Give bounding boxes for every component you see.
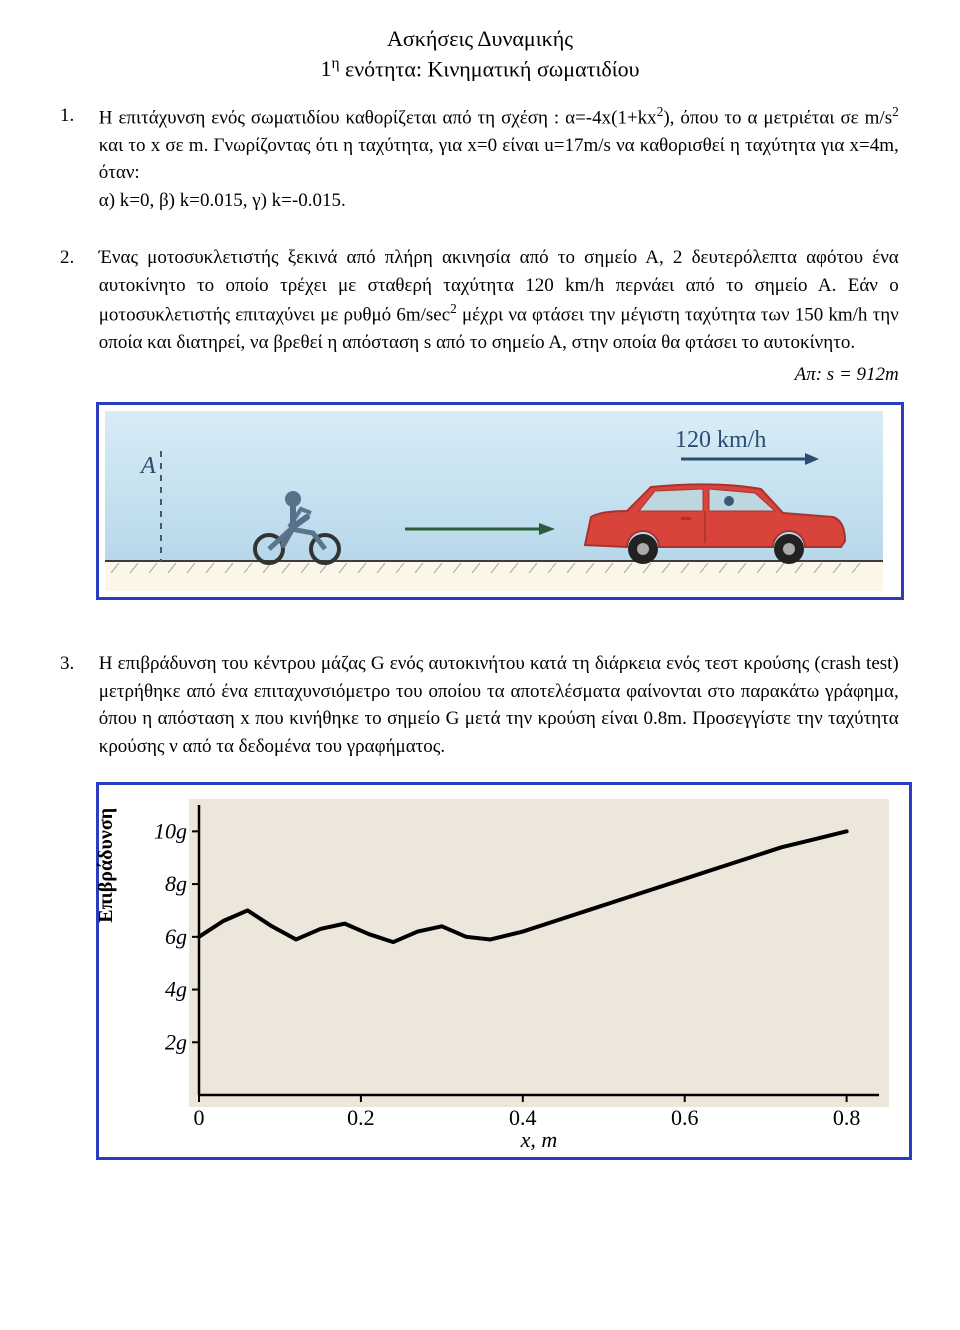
p2-sup1: 2: [450, 301, 457, 316]
svg-text:0: 0: [194, 1105, 205, 1130]
figure-1-svg: A 120 km/h: [105, 411, 883, 591]
problem-3-body: Η επιβράδυνση του κέντρου μάζας G ενός α…: [99, 650, 899, 760]
svg-text:x, m: x, m: [520, 1127, 558, 1151]
problem-1-number: 1.: [60, 102, 94, 130]
p1-text-d: α) k=0, β) k=0.015, γ) k=-0.015.: [99, 190, 346, 211]
title-line-2: 1η ενότητα: Κινηματική σωματιδίου: [60, 54, 900, 84]
p3-text-a: Η επιβράδυνση του κέντρου μάζας G ενός α…: [99, 653, 899, 757]
problem-2-body: Ένας μοτοσυκλετιστής ξεκινά από πλήρη ακ…: [99, 244, 899, 388]
svg-text:0.6: 0.6: [671, 1105, 699, 1130]
svg-text:2g: 2g: [165, 1030, 187, 1055]
figure-1-frame: A 120 km/h: [96, 402, 904, 600]
problem-1-body: Η επιτάχυνση ενός σωματιδίου καθορίζεται…: [99, 102, 899, 215]
svg-text:8g: 8g: [165, 872, 187, 897]
svg-text:4g: 4g: [165, 977, 187, 1002]
svg-text:120 km/h: 120 km/h: [675, 427, 766, 453]
svg-text:6g: 6g: [165, 924, 187, 949]
p1-text-b: ), όπου το α μετριέται σε m/s: [663, 107, 892, 128]
title-line-1: Ασκήσεις Δυναμικής: [60, 24, 900, 54]
p1-text-c: και το x σε m. Γνωρίζοντας ότι η ταχύτητ…: [99, 135, 899, 184]
title-prefix: 1: [320, 54, 331, 84]
title-block: Ασκήσεις Δυναμικής 1η ενότητα: Κινηματικ…: [60, 24, 900, 84]
svg-text:A: A: [139, 453, 156, 479]
problem-1: 1. Η επιτάχυνση ενός σωματιδίου καθορίζε…: [60, 102, 900, 215]
problem-2-number: 2.: [60, 244, 94, 272]
figure-2-ylabel: Επιβράδυνση: [95, 808, 118, 923]
p2-answer: Απ: s = 912m: [99, 361, 899, 389]
figure-2-svg: 00.20.40.60.8x, m2g4g6g8g10g: [133, 791, 893, 1151]
problem-2: 2. Ένας μοτοσυκλετιστής ξεκινά από πλήρη…: [60, 244, 900, 388]
title-rest: ενότητα: Κινηματική σωματιδίου: [340, 56, 640, 81]
p1-text-a: Η επιτάχυνση ενός σωματιδίου καθορίζεται…: [99, 107, 657, 128]
title-sup: η: [331, 55, 339, 72]
problem-3-number: 3.: [60, 650, 94, 678]
svg-text:0.8: 0.8: [833, 1105, 861, 1130]
svg-text:10g: 10g: [154, 819, 187, 844]
svg-text:0.2: 0.2: [347, 1105, 375, 1130]
document-page: Ασκήσεις Δυναμικής 1η ενότητα: Κινηματικ…: [0, 0, 960, 1330]
p1-sup2: 2: [892, 104, 899, 119]
figure-2-frame: Επιβράδυνση 00.20.40.60.8x, m2g4g6g8g10g: [96, 782, 912, 1160]
problem-3: 3. Η επιβράδυνση του κέντρου μάζας G ενό…: [60, 650, 900, 760]
